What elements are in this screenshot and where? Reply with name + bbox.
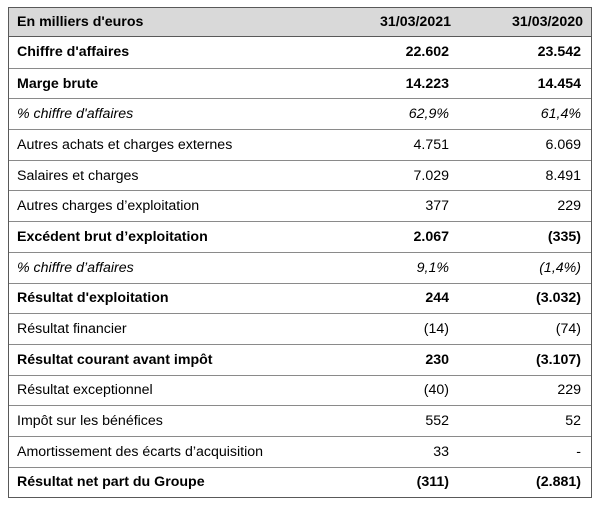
row-value-2020: (3.107) (536, 351, 581, 368)
table-row-impot: Impôt sur les bénéfices 552 52 (9, 405, 591, 436)
table-row-resultat-financier: Résultat financier (14) (74) (9, 313, 591, 344)
row-label: Autres charges d’exploitation (17, 198, 200, 215)
table-row-resultat-net: Résultat net part du Groupe (311) (2.881… (9, 466, 591, 498)
row-label: % chiffre d’affaires (17, 259, 134, 276)
row-value-2020: (2.881) (536, 474, 581, 491)
row-value-2020: 229 (557, 198, 581, 215)
row-value-2021: 244 (425, 290, 449, 307)
row-label: Résultat financier (17, 321, 127, 338)
row-value-2020: 229 (557, 382, 581, 399)
header-label: En milliers d'euros (17, 14, 144, 30)
table-row-resultat-exceptionnel: Résultat exceptionnel (40) 229 (9, 374, 591, 406)
row-value-2020: 6.069 (545, 136, 581, 153)
table-row-ebe: Excédent brut d’exploitation 2.067 (335) (9, 221, 591, 252)
row-value-2021: 2.067 (413, 228, 449, 245)
header-col-2020: 31/03/2020 (511, 14, 583, 30)
row-value-2020: 8.491 (545, 167, 581, 184)
income-statement-table: En milliers d'euros 31/03/2021 31/03/202… (8, 7, 592, 499)
row-label: Résultat exceptionnel (17, 382, 153, 399)
row-label: Amortissement des écarts d’acquisition (17, 443, 264, 460)
row-value-2021: (311) (416, 474, 449, 491)
row-value-2021: (14) (423, 321, 449, 338)
row-value-2021: 9,1% (416, 259, 449, 276)
table-row-autres-achats: Autres achats et charges externes 4.751 … (9, 129, 591, 160)
row-value-2021: 14.223 (405, 75, 449, 92)
row-value-2020: 52 (565, 413, 581, 430)
table-row-resultat-exploitation: Résultat d'exploitation 244 (3.032) (9, 282, 591, 314)
row-value-2021: (40) (423, 382, 449, 399)
row-value-2020: (335) (547, 228, 581, 245)
row-label: Autres achats et charges externes (17, 136, 233, 153)
row-value-2021: 62,9% (408, 106, 449, 123)
table-header-row: En milliers d'euros 31/03/2021 31/03/202… (9, 8, 591, 37)
row-label: % chiffre d'affaires (17, 106, 134, 123)
row-value-2021: 33 (433, 443, 449, 460)
row-value-2020: 23.542 (537, 44, 581, 61)
row-value-2021: 4.751 (413, 136, 449, 153)
row-label: Chiffre d'affaires (17, 44, 130, 61)
row-label: Impôt sur les bénéfices (17, 413, 163, 430)
header-col-2021: 31/03/2021 (379, 14, 451, 30)
table-row-marge-pct: % chiffre d'affaires 62,9% 61,4% (9, 98, 591, 129)
row-value-2020: (3.032) (536, 290, 581, 307)
row-value-2020: 14.454 (537, 75, 581, 92)
table-row-amortissement: Amortissement des écarts d’acquisition 3… (9, 435, 591, 467)
row-value-2021: 377 (425, 198, 449, 215)
row-label: Excédent brut d’exploitation (17, 228, 208, 245)
row-label: Résultat d'exploitation (17, 290, 169, 307)
row-value-2021: 7.029 (413, 167, 449, 184)
table-row-salaires: Salaires et charges 7.029 8.491 (9, 159, 591, 191)
row-label: Résultat net part du Groupe (17, 474, 205, 491)
row-label: Résultat courant avant impôt (17, 351, 213, 368)
row-value-2021: 22.602 (405, 44, 449, 61)
table-row-chiffre-affaires: Chiffre d'affaires 22.602 23.542 (9, 37, 591, 68)
table-row-resultat-courant: Résultat courant avant impôt 230 (3.107) (9, 343, 591, 375)
row-value-2020: (74) (555, 321, 581, 338)
table-row-ebe-pct: % chiffre d’affaires 9,1% (1,4%) (9, 251, 591, 283)
row-value-2020: (1,4%) (539, 259, 581, 276)
row-value-2021: 552 (425, 413, 449, 430)
row-value-2020: 61,4% (540, 106, 581, 123)
row-label: Marge brute (17, 75, 99, 92)
row-label: Salaires et charges (17, 167, 139, 184)
row-value-2021: 230 (425, 351, 449, 368)
row-value-2020: - (576, 443, 581, 460)
table-row-marge-brute: Marge brute 14.223 14.454 (9, 67, 591, 99)
table-row-autres-charges: Autres charges d’exploitation 377 229 (9, 190, 591, 221)
